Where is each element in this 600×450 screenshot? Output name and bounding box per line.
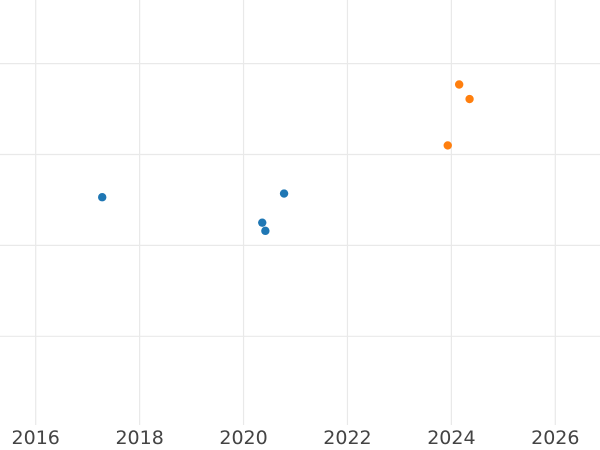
- x-axis-tick-label: 2018: [115, 427, 163, 449]
- x-axis-tick-label: 2024: [427, 427, 475, 449]
- data-point-series-blue: [279, 189, 289, 198]
- x-axis-tick-label: 2022: [323, 427, 371, 449]
- data-point-series-blue: [258, 218, 267, 227]
- x-axis-tick-label: 2026: [531, 427, 579, 449]
- data-point-series-orange: [454, 80, 464, 89]
- data-point-series-orange: [443, 141, 452, 150]
- x-axis-tick-label: 2020: [219, 427, 267, 449]
- data-point-series-blue: [261, 226, 270, 236]
- x-axis-tick-label: 2016: [12, 427, 60, 449]
- data-point-series-orange: [465, 94, 474, 104]
- data-point-series-blue: [98, 193, 107, 202]
